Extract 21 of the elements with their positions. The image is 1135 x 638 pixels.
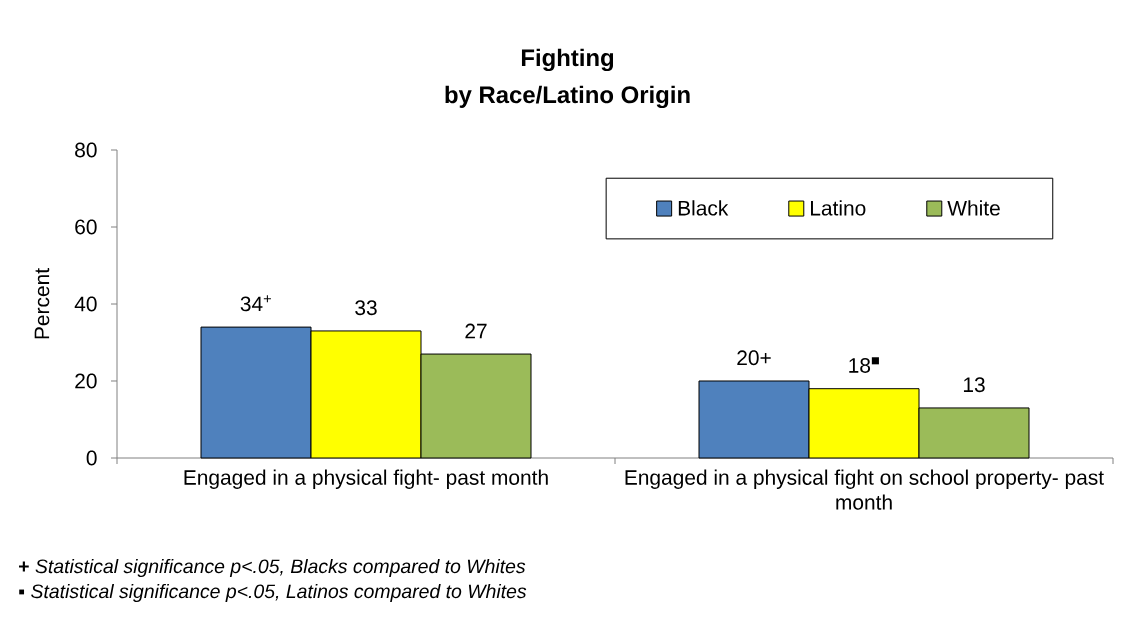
legend-label: Latino — [811, 200, 866, 216]
data-label: 33 — [355, 300, 377, 316]
y-tick-label: 0 — [86, 450, 97, 466]
legend-label: Black — [678, 200, 729, 216]
y-tick-label: 60 — [75, 219, 97, 235]
chart-title: Fighting — [521, 48, 614, 72]
x-tick-label: Engaged in a physical fight on school property- past month — [625, 469, 1104, 510]
y-tick-label: 20 — [75, 373, 97, 389]
y-axis-title: Percent — [34, 268, 50, 339]
y-tick-label: 80 — [75, 142, 97, 158]
data-label: 13 — [963, 377, 985, 393]
data-label: 34$^{+}$ — [240, 295, 271, 312]
chart-subtitle: by Race/Latino Origin — [445, 85, 690, 109]
data-label: 27 — [465, 323, 487, 339]
text: ▪ Statistical significance p<.05, Latinos compared to Whites — [19, 583, 527, 603]
legend-label: White — [947, 200, 1000, 216]
text: + Statistical significance p<.05, Blacks compared to Whites — [19, 558, 526, 578]
data-label: 18$^{■}$ — [849, 357, 879, 373]
data-label: 20+ — [737, 350, 771, 366]
x-tick-label: Engaged in a physical fight- past month — [184, 469, 548, 490]
y-tick-label: 40 — [74, 296, 97, 312]
